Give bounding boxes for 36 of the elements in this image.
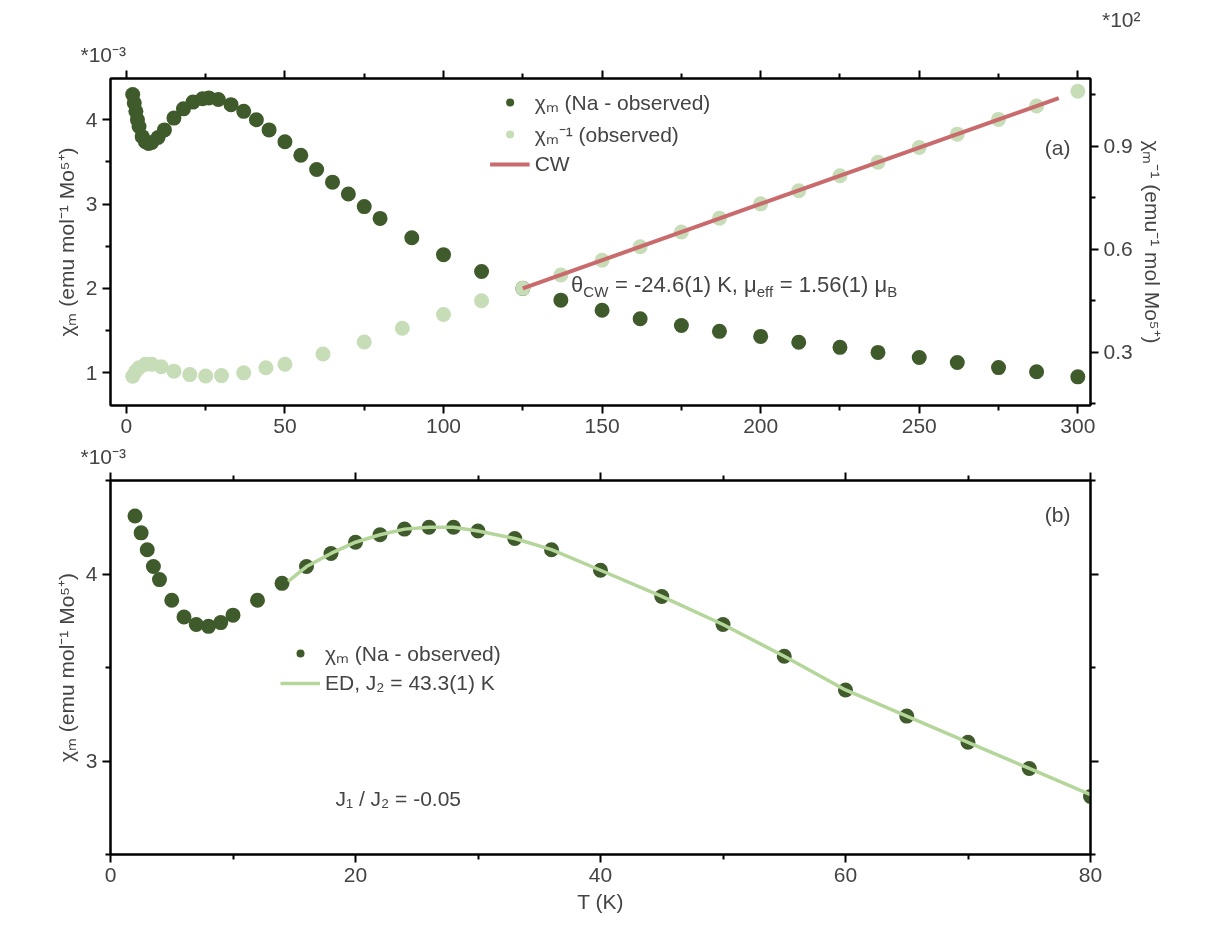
y-tick-label: 4 bbox=[85, 562, 98, 585]
x-tick-label: 60 bbox=[833, 862, 858, 886]
x-tick-label: 150 bbox=[584, 413, 620, 437]
x-tick-label: 250 bbox=[901, 413, 937, 437]
y-axis-title: χₘ (emu mol⁻¹ Mo⁵⁺) bbox=[54, 147, 78, 337]
x-tick-label: 0 bbox=[104, 862, 117, 886]
x-tick-label: 40 bbox=[588, 862, 613, 886]
legend-label: χₘ⁻¹ (observed) bbox=[534, 122, 679, 148]
x-tick-label: 100 bbox=[425, 413, 462, 437]
x-tick-label: 300 bbox=[1060, 413, 1096, 437]
y-tick-label: 3 bbox=[85, 192, 98, 216]
y-tick-label: 4 bbox=[85, 107, 98, 131]
annotation: (a) bbox=[1044, 135, 1071, 159]
y-tick-label: 1 bbox=[85, 360, 98, 384]
legend-label: χₘ (Na - observed) bbox=[534, 90, 711, 116]
x-tick-label: 0 bbox=[120, 413, 133, 437]
y2-tick-label: 0.6 bbox=[1103, 237, 1133, 261]
legend-label: χₘ (Na - observed) bbox=[325, 641, 501, 667]
annotation: J₁ / J₂ = -0.05 bbox=[335, 786, 462, 810]
text: *10² bbox=[1101, 7, 1141, 31]
x-axis-title: T (K) bbox=[577, 889, 624, 913]
text: *10⁻³ bbox=[80, 42, 127, 66]
annotation: (b) bbox=[1044, 502, 1071, 526]
x-tick-label: 80 bbox=[1078, 862, 1103, 886]
x-tick-label: 20 bbox=[343, 862, 368, 886]
y-tick-label: 2 bbox=[85, 276, 98, 300]
legend-label: ED, J₂ = 43.3(1) K bbox=[325, 671, 495, 695]
x-tick-label: 200 bbox=[743, 413, 779, 437]
x-tick-label: 50 bbox=[273, 413, 297, 437]
y2-axis-title: χₘ⁻¹ (emu⁻¹ mol Mo⁵⁺) bbox=[1140, 140, 1164, 344]
legend-label: CW bbox=[534, 152, 570, 176]
text: *10⁻³ bbox=[80, 444, 127, 468]
y-axis-title: χₘ (emu mol⁻¹ Mo⁵⁺) bbox=[54, 572, 78, 763]
y2-tick-label: 0.9 bbox=[1103, 134, 1133, 158]
y2-tick-label: 0.3 bbox=[1103, 340, 1133, 364]
y-tick-label: 3 bbox=[85, 749, 98, 772]
